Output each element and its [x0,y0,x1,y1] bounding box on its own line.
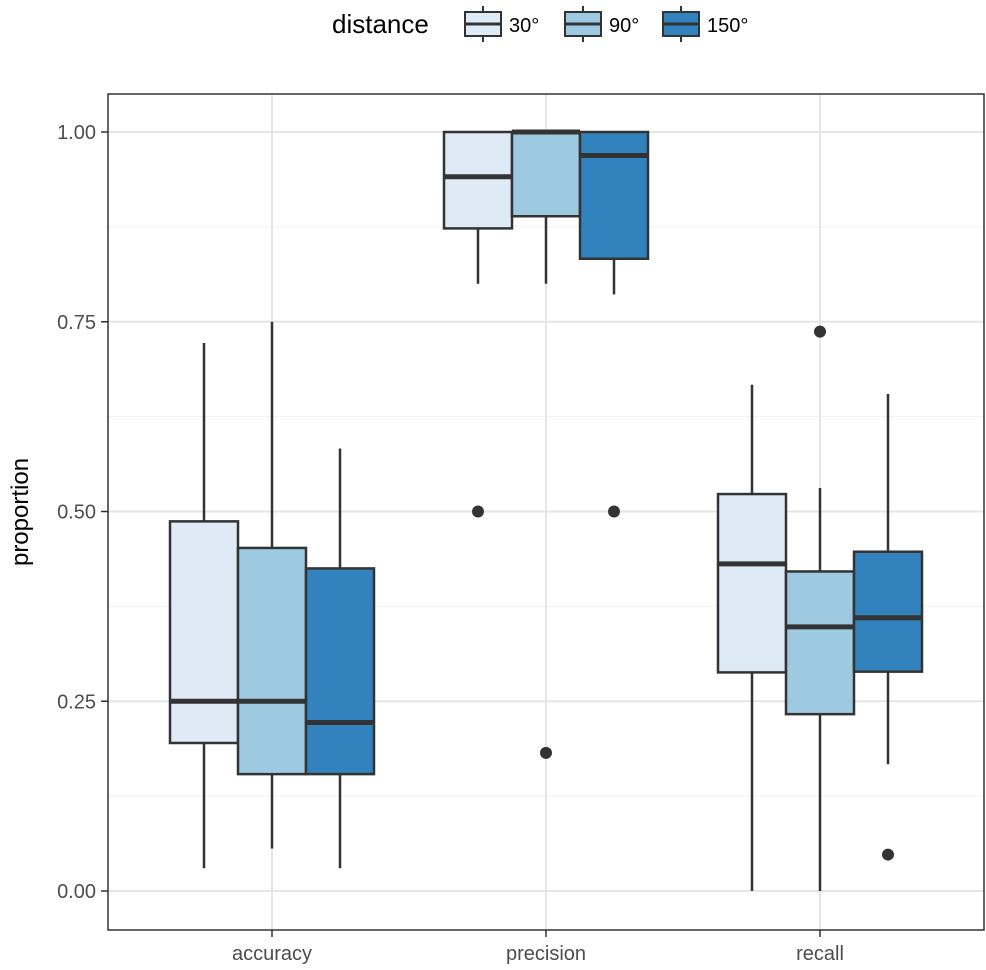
box-iqr [304,567,376,776]
legend-keys: 30° 90° 150° [464,6,748,42]
x-tick-label: precision [506,943,586,965]
outlier-point [882,848,894,861]
y-tick-label: 0.00 [57,881,96,903]
legend-label: 30° [509,15,539,37]
box-90deg-precision [510,129,582,759]
legend-title: distance [332,9,429,39]
outlier-point [540,746,552,759]
box-iqr [578,130,650,261]
box-iqr [442,130,514,230]
x-axis: accuracy precision recall [232,930,844,965]
y-axis-title: proportion [7,458,34,566]
legend-label: 150° [707,15,748,37]
box-150deg-precision [578,130,650,518]
outlier-point [814,325,826,338]
box-iqr [510,130,582,218]
box-iqr [236,546,308,776]
y-tick-label: 0.25 [57,691,96,713]
box-30deg-precision [442,130,514,518]
x-tick-label: accuracy [232,943,312,965]
y-tick-label: 0.75 [57,312,96,334]
box-iqr [784,570,856,716]
box-150deg-accuracy [304,448,376,869]
box-iqr [168,520,240,745]
y-tick-label: 0.50 [57,502,96,524]
box-iqr [716,492,788,674]
legend-key-3: 150° [662,6,748,42]
boxes [168,129,924,891]
box-90deg-recall [784,325,856,891]
x-tick-label: recall [796,943,844,965]
box-150deg-recall [852,393,924,861]
legend: distance 30° 90° 150° [332,6,748,42]
legend-key-1: 30° [464,6,539,42]
box-iqr [852,550,924,673]
legend-key-2: 90° [564,6,639,42]
outlier-point [608,505,620,518]
y-axis: 0.00 0.25 0.50 0.75 1.00 [57,122,108,903]
box-30deg-recall [716,384,788,891]
y-tick-label: 1.00 [57,122,96,144]
outlier-point [472,505,484,518]
legend-label: 90° [609,15,639,37]
